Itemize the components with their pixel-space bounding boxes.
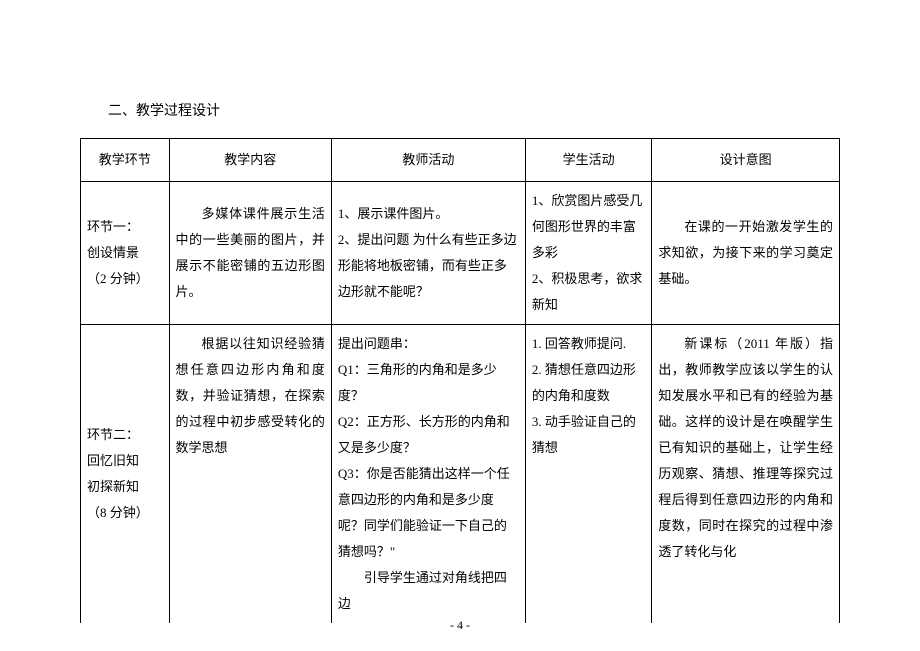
teacher-cell: 1、展示课件图片。 2、提出问题 为什么有些正多边形能将地板密铺，而有些正多边形…: [331, 182, 525, 325]
intent-text: 在课的一开始激发学生的求知欲，为接下来的学习奠定基础。: [658, 219, 833, 286]
teacher-intro: 提出问题串：: [338, 331, 519, 357]
header-content: 教学内容: [169, 139, 331, 182]
teacher-cell: 提出问题串： Q1：三角形的内角和是多少度？ Q2：正方形、长方形的内角和又是多…: [331, 325, 525, 624]
teacher-item: Q1：三角形的内角和是多少度？: [338, 357, 519, 409]
stage-line: 环节一：: [87, 214, 163, 240]
stage-line: 创设情景: [87, 240, 163, 266]
teacher-item: Q2：正方形、长方形的内角和又是多少度？: [338, 409, 519, 461]
header-stage: 教学环节: [81, 139, 170, 182]
stage-line: 环节二：: [87, 422, 163, 448]
student-item: 1、欣赏图片感受几何图形世界的丰富多彩: [532, 188, 646, 266]
section-title: 二、教学过程设计: [80, 100, 840, 120]
student-item: 3. 动手验证自己的猜想: [532, 409, 646, 461]
stage-line: （2 分钟）: [87, 266, 163, 292]
intent-cell: 在课的一开始激发学生的求知欲，为接下来的学习奠定基础。: [652, 182, 840, 325]
intent-text: 新课标（2011 年版）指出，教师教学应该以学生的认知发展水平和已有的经验为基础…: [658, 336, 833, 559]
page: 二、教学过程设计 教学环节 教学内容 教师活动 学生活动 设计意图 环节一：: [0, 0, 920, 651]
stage-line: 回忆旧知: [87, 448, 163, 474]
intent-cell: 新课标（2011 年版）指出，教师教学应该以学生的认知发展水平和已有的经验为基础…: [652, 325, 840, 624]
stage-cell: 环节二： 回忆旧知 初探新知 （8 分钟）: [81, 325, 170, 624]
content-text: 根据以往知识经验猜想任意四边形内角和度数，并验证猜想，在探索的过程中初步感受转化…: [176, 336, 325, 455]
page-number: - 4 -: [0, 618, 920, 633]
teacher-tail: 引导学生通过对角线把四边: [338, 565, 519, 617]
stage-cell: 环节一： 创设情景 （2 分钟）: [81, 182, 170, 325]
content-cell: 多媒体课件展示生活中的一些美丽的图片，并展示不能密铺的五边形图片。: [169, 182, 331, 325]
content-text: 多媒体课件展示生活中的一些美丽的图片，并展示不能密铺的五边形图片。: [176, 206, 325, 299]
header-student: 学生活动: [525, 139, 652, 182]
student-item: 1. 回答教师提问.: [532, 331, 646, 357]
header-teacher: 教师活动: [331, 139, 525, 182]
lesson-plan-table: 教学环节 教学内容 教师活动 学生活动 设计意图 环节一： 创设情景 （2 分钟…: [80, 138, 840, 623]
student-cell: 1、欣赏图片感受几何图形世界的丰富多彩 2、积极思考，欲求新知: [525, 182, 652, 325]
teacher-item: 1、展示课件图片。: [338, 201, 519, 227]
student-item: 2、积极思考，欲求新知: [532, 266, 646, 318]
teacher-item: 2、提出问题 为什么有些正多边形能将地板密铺，而有些正多边形就不能呢？: [338, 227, 519, 305]
student-cell: 1. 回答教师提问. 2. 猜想任意四边形的内角和度数 3. 动手验证自己的猜想: [525, 325, 652, 624]
table-row: 环节二： 回忆旧知 初探新知 （8 分钟） 根据以往知识经验猜想任意四边形内角和…: [81, 325, 840, 624]
stage-line: （8 分钟）: [87, 500, 163, 526]
header-intent: 设计意图: [652, 139, 840, 182]
table-row: 环节一： 创设情景 （2 分钟） 多媒体课件展示生活中的一些美丽的图片，并展示不…: [81, 182, 840, 325]
content-cell: 根据以往知识经验猜想任意四边形内角和度数，并验证猜想，在探索的过程中初步感受转化…: [169, 325, 331, 624]
teacher-item: Q3：你是否能猜出这样一个任意四边形的内角和是多少度呢？同学们能验证一下自己的猜…: [338, 461, 519, 565]
student-item: 2. 猜想任意四边形的内角和度数: [532, 357, 646, 409]
stage-line: 初探新知: [87, 474, 163, 500]
table-header-row: 教学环节 教学内容 教师活动 学生活动 设计意图: [81, 139, 840, 182]
